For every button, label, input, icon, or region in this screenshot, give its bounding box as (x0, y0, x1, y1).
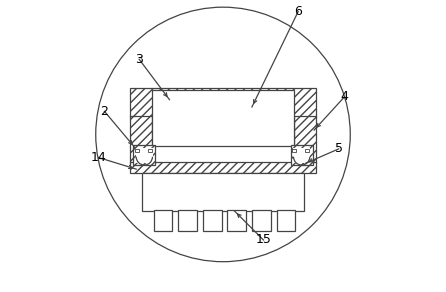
Bar (130, 116, 152, 163)
Bar (130, 162, 316, 173)
Bar (133, 145, 155, 165)
Bar (136, 148, 153, 163)
Bar (153, 211, 173, 231)
Bar (294, 116, 316, 163)
Bar (135, 149, 139, 152)
Bar (152, 90, 294, 146)
Bar (305, 149, 309, 152)
Bar (293, 149, 296, 152)
Bar (291, 145, 313, 165)
Bar (142, 173, 304, 211)
Text: 14: 14 (91, 151, 107, 164)
Bar (178, 211, 197, 231)
Bar (277, 211, 295, 231)
Text: 2: 2 (100, 105, 108, 118)
Text: 15: 15 (256, 234, 272, 246)
Text: 5: 5 (334, 142, 343, 155)
Bar (203, 211, 222, 231)
Bar (148, 149, 152, 152)
Text: 4: 4 (341, 90, 348, 103)
Text: 6: 6 (294, 5, 302, 18)
Bar (227, 211, 246, 231)
Bar (252, 211, 271, 231)
Bar (293, 148, 310, 163)
Bar (130, 88, 316, 117)
Text: 3: 3 (135, 53, 143, 66)
